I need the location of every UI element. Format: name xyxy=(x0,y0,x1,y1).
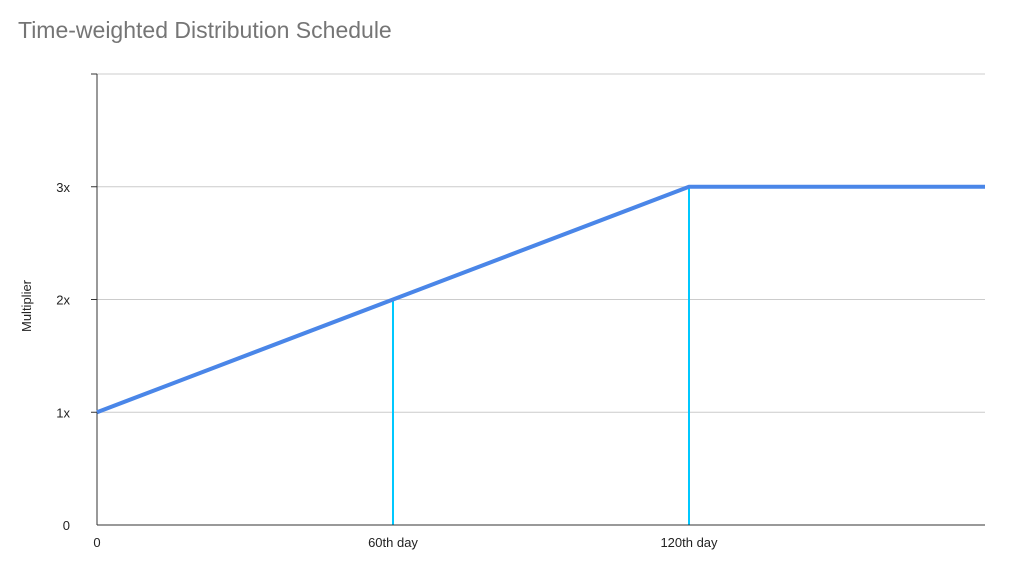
marker-lines xyxy=(392,186,690,525)
x-tick-label: 60th day xyxy=(368,535,418,550)
series-line xyxy=(96,184,985,415)
y-tick-label: 0 xyxy=(63,518,70,533)
grid xyxy=(97,73,985,413)
axes xyxy=(91,73,985,526)
chart-title: Time-weighted Distribution Schedule xyxy=(18,17,392,43)
y-tick-label: 3x xyxy=(56,180,70,195)
series-group xyxy=(96,184,985,415)
x-tick-labels: 0 60th day 120th day xyxy=(93,535,718,550)
x-tick-label: 0 xyxy=(93,535,100,550)
y-tick-labels: 0 1x 2x 3x xyxy=(56,180,70,533)
y-tick-label: 2x xyxy=(56,293,70,308)
x-tick-label: 120th day xyxy=(660,535,718,550)
y-tick-label: 1x xyxy=(56,405,70,420)
y-axis-title: Multiplier xyxy=(19,279,34,332)
